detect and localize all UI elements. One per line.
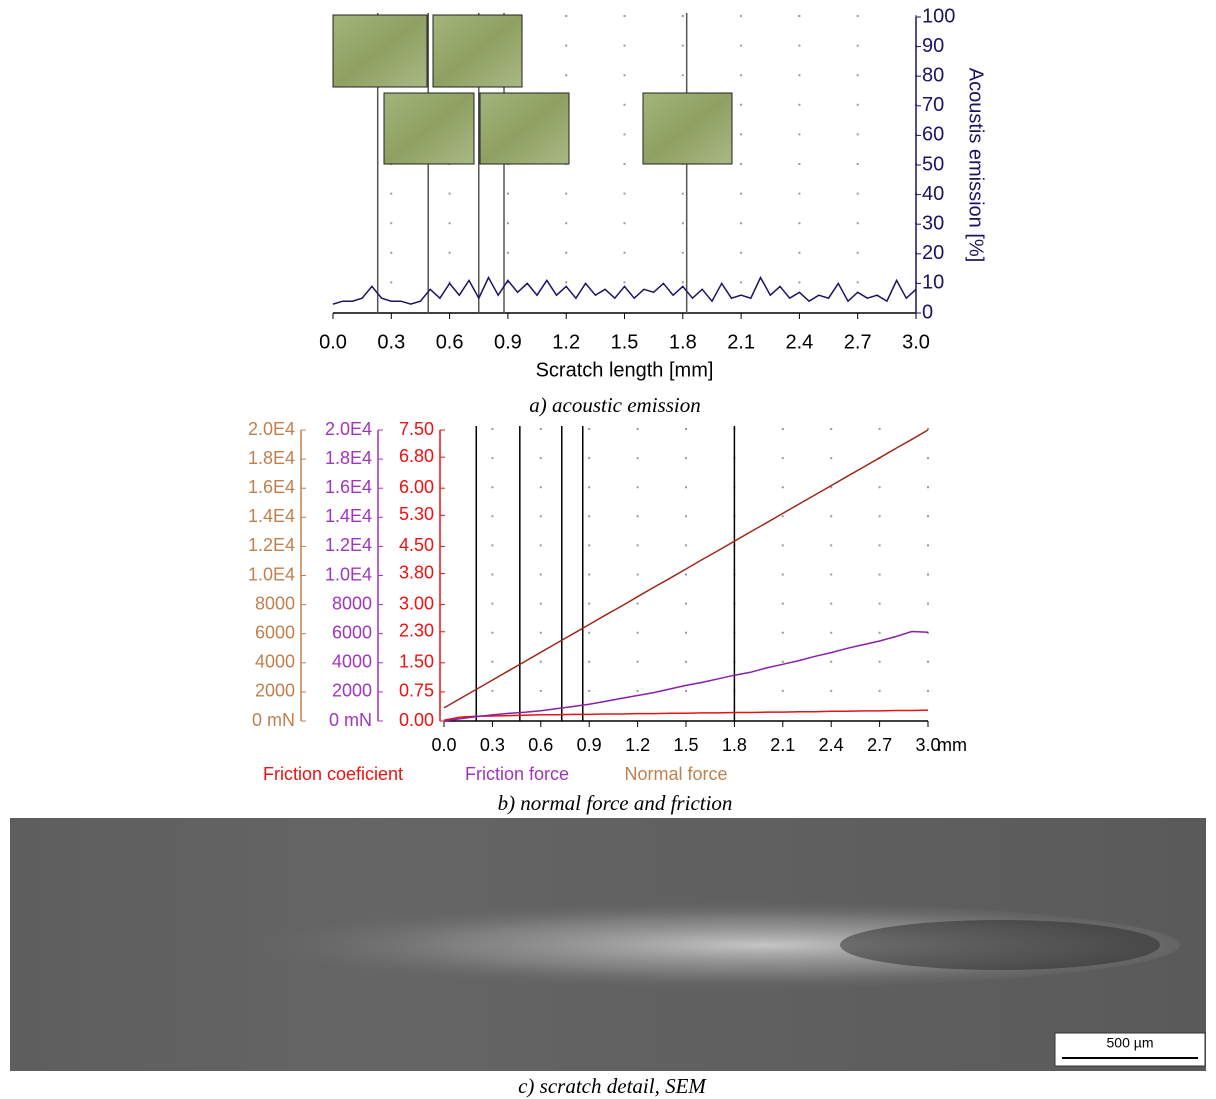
x-tick-label: 1.8 (669, 331, 697, 353)
y-tick-label: 10 (922, 272, 944, 294)
caption: c) scratch detail, SEM (518, 1074, 707, 1098)
y-tick-label: 4000 (332, 652, 372, 672)
y-tick-label: 0 (922, 301, 933, 323)
micrograph (384, 93, 474, 164)
y-tick-label: 4.50 (399, 535, 434, 555)
y-tick-label: 8000 (255, 593, 295, 613)
y-axis-label: Acoustis emission [%] (965, 68, 987, 263)
x-tick-label: 1.5 (673, 735, 698, 755)
x-unit: mm (937, 735, 967, 755)
micrograph (480, 93, 569, 164)
y-tick-label: 80 (922, 64, 944, 86)
y-tick-label: 0.00 (399, 710, 434, 730)
x-tick-label: 1.5 (611, 331, 639, 353)
y-tick-label: 1.2E4 (325, 535, 372, 555)
y-tick-label: 2000 (332, 681, 372, 701)
x-axis-label: Scratch length [mm] (536, 359, 714, 381)
micrograph (433, 15, 522, 87)
x-tick-label: 2.4 (785, 331, 813, 353)
micrograph (333, 15, 427, 87)
scratch-damage (840, 920, 1160, 970)
x-tick-label: 0.0 (431, 735, 456, 755)
caption: a) acoustic emission (529, 393, 700, 417)
x-tick-label: 1.2 (625, 735, 650, 755)
x-tick-label: 2.1 (770, 735, 795, 755)
x-tick-label: 0.3 (377, 331, 405, 353)
legend-entry: Friction force (465, 764, 569, 784)
data-line (444, 632, 928, 722)
x-tick-label: 1.8 (722, 735, 747, 755)
data-line (444, 430, 928, 708)
y-tick-label: 1.4E4 (248, 506, 295, 526)
scale-label: 500 µm (1107, 1035, 1154, 1051)
y-tick-label: 1.6E4 (248, 477, 295, 497)
x-tick-label: 2.1 (727, 331, 755, 353)
y-tick-label: 6.00 (399, 477, 434, 497)
page: {"chart_data": [ {"type": "line", "capti… (0, 0, 1216, 1099)
page-body: 0.0 0.3 0.6 0.9 1.2 1.5 1.8 2.1 2.4 2.7 3.0 Scratch… (0, 0, 1216, 1099)
y-tick-label: 0 mN (329, 710, 372, 730)
y-tick-label: 1.8E4 (325, 448, 372, 468)
data-line (444, 710, 928, 720)
y-tick-label: 1.6E4 (325, 477, 372, 497)
y-tick-label: 1.50 (399, 652, 434, 672)
legend-entry: Friction coeficient (263, 764, 403, 784)
y-tick-label: 1.2E4 (248, 535, 295, 555)
y-tick-label: 0 mN (252, 710, 295, 730)
y-tick-label: 50 (922, 153, 944, 175)
y-tick-label: 30 (922, 212, 944, 234)
y-tick-label: 2.0E4 (248, 419, 295, 439)
y-tick-label: 2000 (255, 681, 295, 701)
y-tick-label: 100 (922, 5, 955, 27)
y-tick-label: 1.0E4 (325, 564, 372, 584)
x-tick-label: 0.6 (528, 735, 553, 755)
y-tick-label: 3.00 (399, 593, 434, 613)
y-tick-label: 6.80 (399, 446, 434, 466)
legend-entry: Normal force (624, 764, 727, 784)
micrographs (333, 15, 732, 164)
x-tick-label: 0.6 (436, 331, 464, 353)
x-tick-label: 2.7 (844, 331, 872, 353)
caption: b) normal force and friction (498, 791, 733, 815)
x-tick-label: 0.0 (319, 331, 347, 353)
x-tick-label: 3.0 (902, 331, 930, 353)
y-tick-label: 6000 (332, 622, 372, 642)
y-tick-label: 20 (922, 242, 944, 264)
x-tick-label: 2.7 (867, 735, 892, 755)
x-tick-label: 1.2 (552, 331, 580, 353)
y-tick-label: 60 (922, 124, 944, 146)
x-tick-label: 0.9 (494, 331, 522, 353)
x-tick-label: 2.4 (819, 735, 844, 755)
y-tick-label: 1.4E4 (325, 506, 372, 526)
sem-image: 500 µm (10, 818, 1206, 1071)
y-tick-label: 6000 (255, 622, 295, 642)
y-tick-label: 90 (922, 35, 944, 57)
y-tick-label: 2.0E4 (325, 419, 372, 439)
y-tick-label: 70 (922, 94, 944, 116)
y-tick-label: 5.30 (399, 504, 434, 524)
figure: 0.0 0.3 0.6 0.9 1.2 1.5 1.8 2.1 2.4 2.7 3.0 Scratch… (0, 0, 1216, 1099)
y-tick-label: 0.75 (399, 681, 434, 701)
y-tick-label: 40 (922, 183, 944, 205)
y-tick-label: 1.0E4 (248, 564, 295, 584)
y-tick-label: 3.80 (399, 562, 434, 582)
y-tick-label: 4000 (255, 652, 295, 672)
x-tick-label: 0.3 (480, 735, 505, 755)
micrograph (643, 93, 732, 164)
x-tick-label: 0.9 (577, 735, 602, 755)
y-tick-label: 8000 (332, 593, 372, 613)
y-tick-label: 2.30 (399, 621, 434, 641)
y-tick-label: 1.8E4 (248, 448, 295, 468)
y-tick-label: 7.50 (399, 419, 434, 439)
